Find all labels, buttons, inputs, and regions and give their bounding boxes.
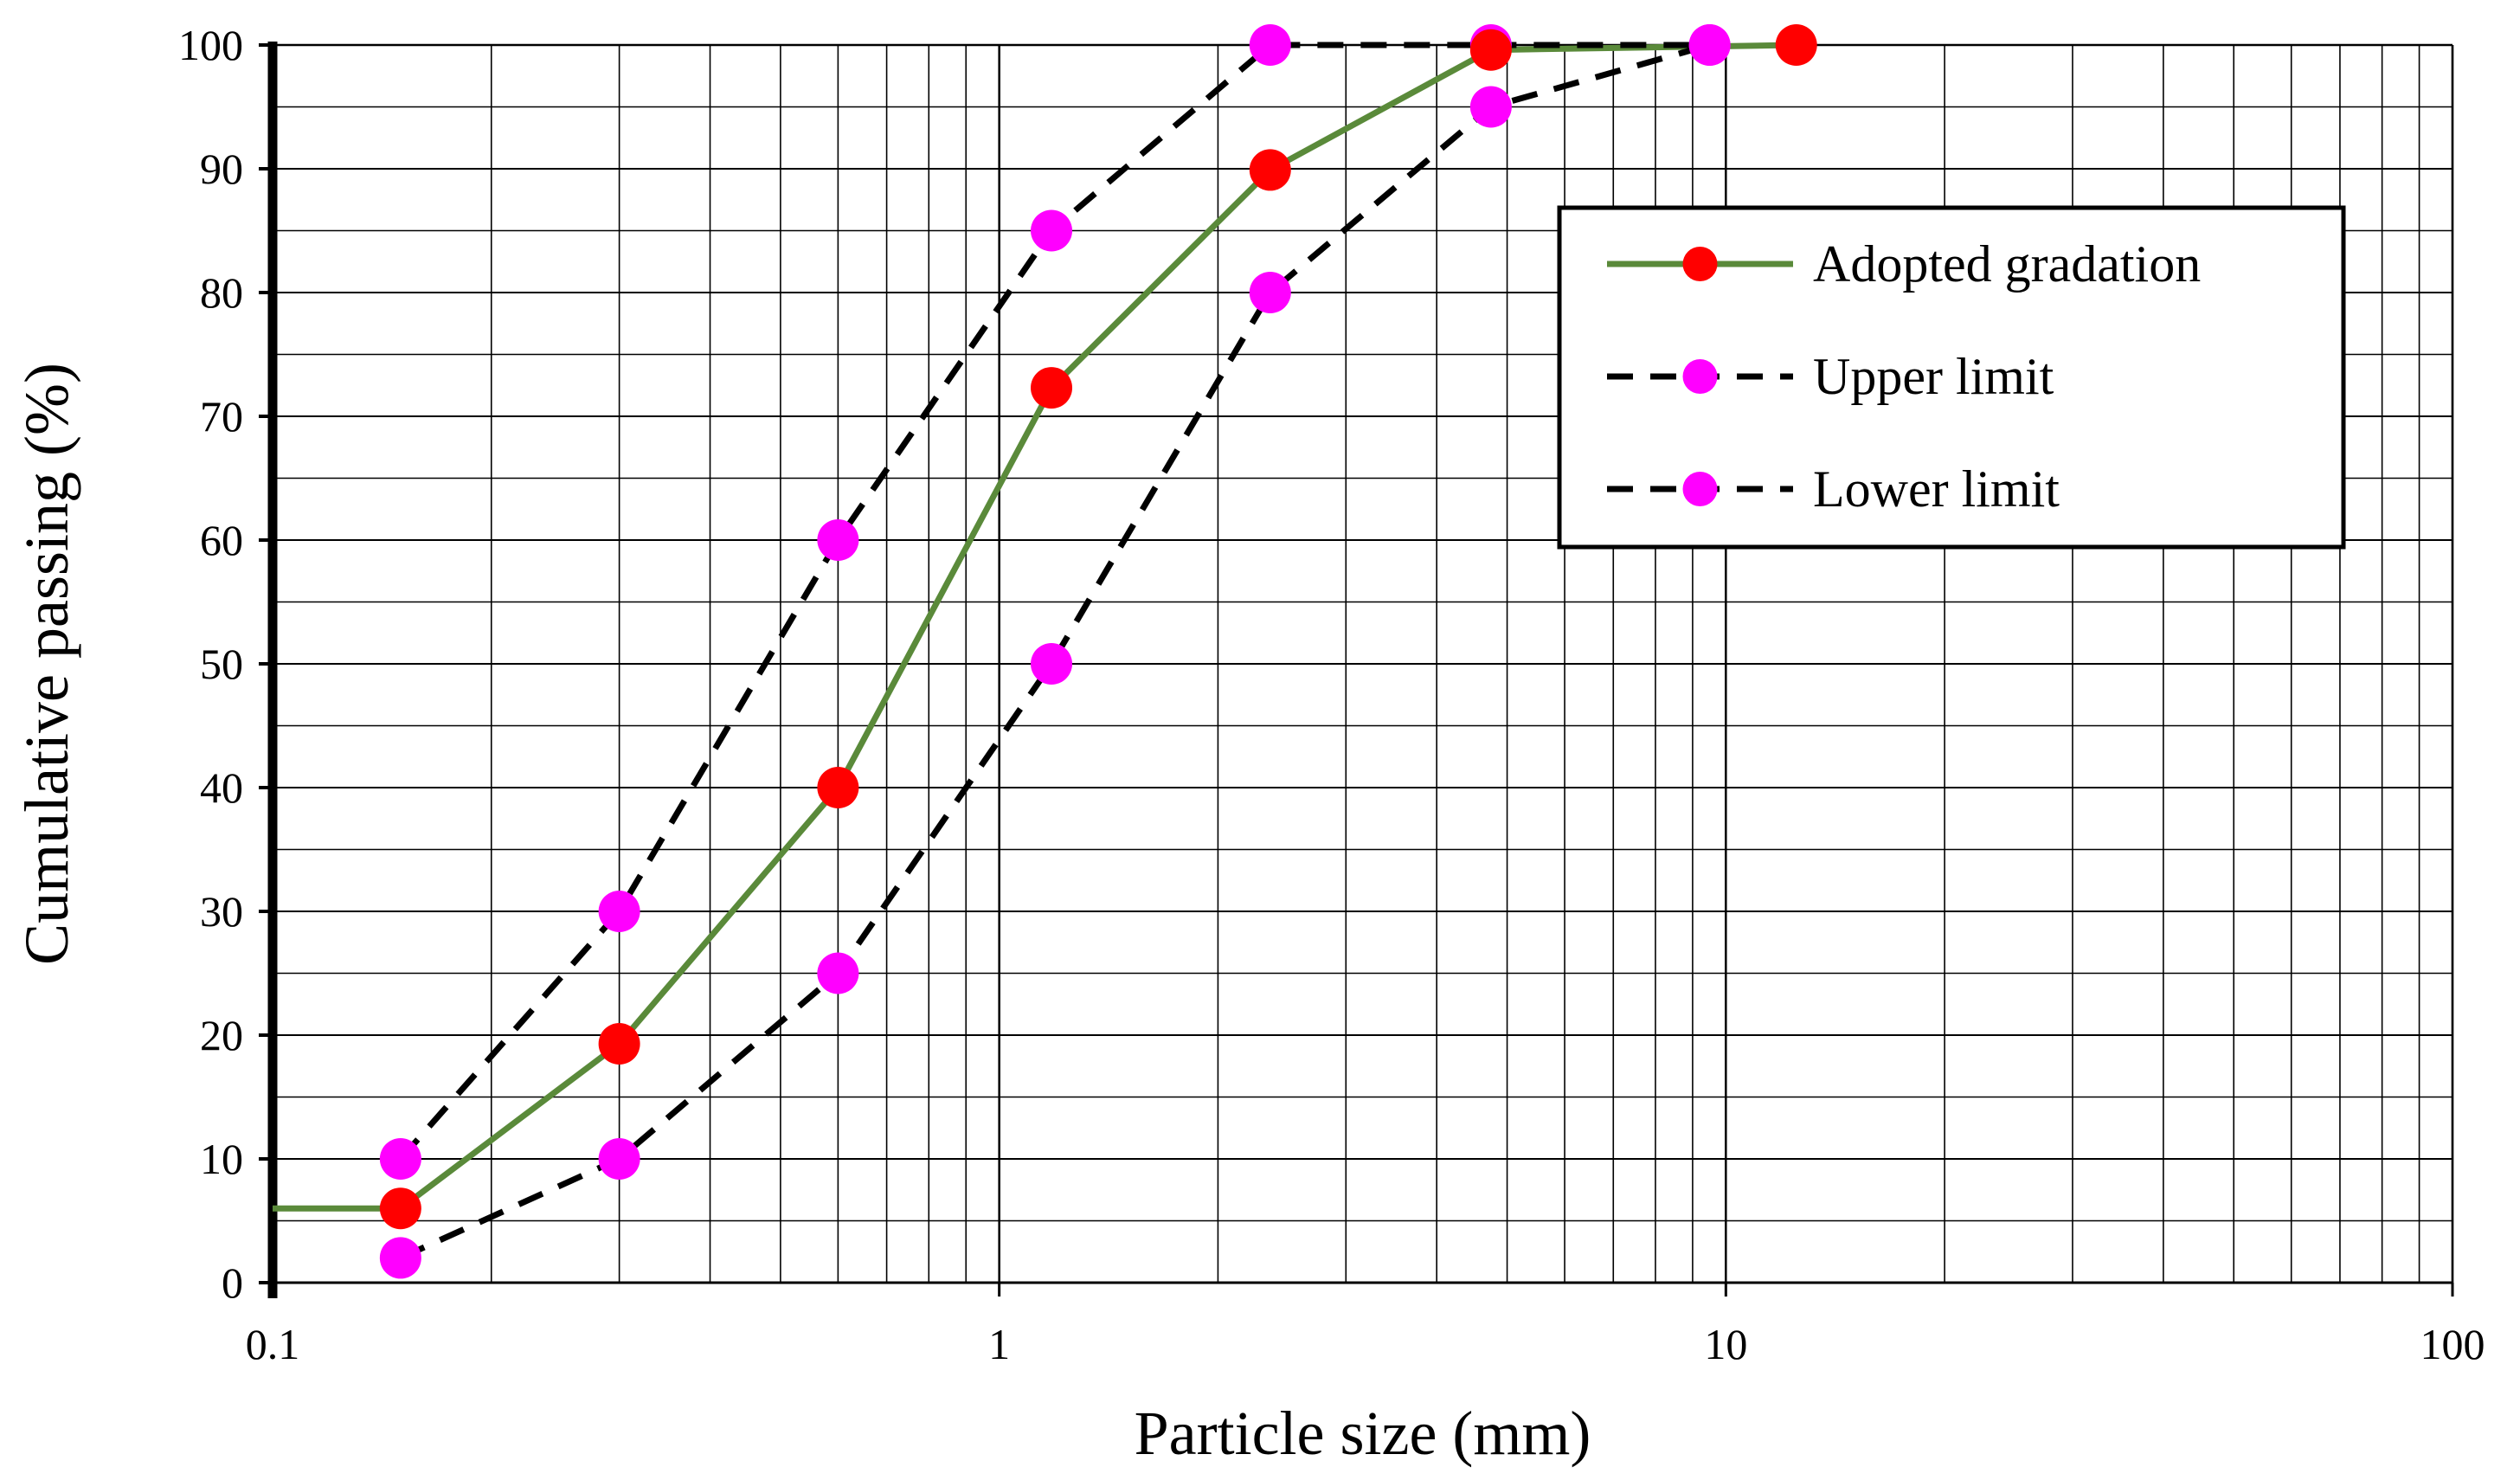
data-point xyxy=(1688,24,1731,66)
data-point xyxy=(379,1237,421,1279)
legend-label: Adopted gradation xyxy=(1813,235,2201,293)
y-tick-label: 70 xyxy=(200,392,243,441)
data-point xyxy=(598,1138,640,1180)
x-tick-label: 10 xyxy=(1704,1320,1747,1368)
y-tick-label: 40 xyxy=(200,763,243,812)
y-tick-label: 80 xyxy=(200,268,243,317)
y-tick-label: 20 xyxy=(200,1011,243,1059)
data-point xyxy=(817,767,859,808)
y-axis-title: Cumulative passing (%) xyxy=(12,363,81,965)
x-tick-label: 100 xyxy=(2420,1320,2485,1368)
data-point xyxy=(1249,272,1291,313)
y-tick-label: 90 xyxy=(200,145,243,193)
data-point xyxy=(1249,149,1291,191)
legend-swatch-marker xyxy=(1682,472,1718,506)
y-tick-label: 100 xyxy=(178,21,243,69)
data-point xyxy=(598,1023,640,1065)
data-point xyxy=(379,1138,421,1180)
data-point xyxy=(1031,209,1073,252)
y-tick-label: 60 xyxy=(200,516,243,564)
y-tick-label: 0 xyxy=(222,1258,243,1307)
x-tick-label: 0.1 xyxy=(246,1320,300,1368)
data-point xyxy=(817,952,859,994)
x-axis-title: Particle size (mm) xyxy=(1135,1399,1591,1468)
series xyxy=(273,24,1817,1279)
data-point xyxy=(1469,29,1512,71)
data-point xyxy=(1031,367,1073,409)
legend-label: Upper limit xyxy=(1813,348,2054,405)
data-point xyxy=(1469,86,1512,128)
series-line-0 xyxy=(273,42,1797,1212)
legend: Adopted gradation Upper limit Lower limit xyxy=(1557,205,2346,550)
data-point xyxy=(1249,24,1291,66)
legend-swatch-marker xyxy=(1682,247,1718,281)
data-point xyxy=(817,519,859,561)
legend-swatch-marker xyxy=(1682,359,1718,394)
axes: 0 10 20 30 40 50 60 70 80 90 100 0.1 1 10 100 xyxy=(178,21,2485,1368)
x-tick-label: 1 xyxy=(988,1320,1010,1368)
legend-label: Lower limit xyxy=(1813,460,2060,518)
data-point xyxy=(379,1187,421,1230)
data-point xyxy=(598,891,640,932)
data-point xyxy=(1031,643,1073,685)
y-tick-label: 30 xyxy=(200,887,243,936)
y-tick-label: 50 xyxy=(200,640,243,688)
y-tick-label: 10 xyxy=(200,1135,243,1183)
data-point xyxy=(1775,24,1817,66)
